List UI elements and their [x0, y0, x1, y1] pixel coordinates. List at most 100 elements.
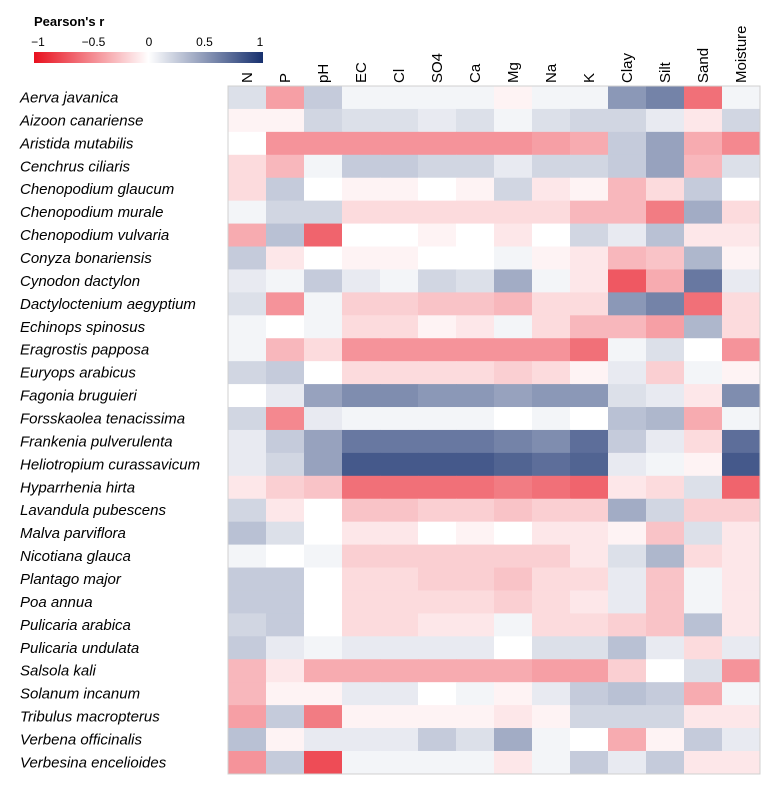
heatmap-cell — [456, 246, 495, 270]
row-label: Frankenia pulverulenta — [20, 433, 173, 450]
column-label: Mg — [505, 62, 522, 83]
row-label: Pulicaria arabica — [20, 617, 131, 634]
heatmap-cell — [532, 108, 571, 133]
heatmap-cell — [646, 544, 685, 569]
heatmap-cell — [684, 705, 723, 729]
row-label: Chenopodium glaucum — [20, 181, 174, 198]
heatmap-cell — [228, 384, 267, 408]
heatmap-cell — [646, 223, 685, 248]
row-label: Hyparrhenia hirta — [20, 479, 135, 496]
heatmap-cell — [570, 246, 609, 270]
heatmap-cell — [266, 705, 305, 729]
heatmap-cell — [608, 429, 647, 454]
heatmap-cell — [342, 108, 381, 133]
heatmap-cell — [684, 750, 723, 775]
heatmap-cell — [266, 108, 305, 133]
heatmap-cell — [342, 728, 381, 752]
heatmap-cell — [608, 659, 647, 683]
heatmap-cell — [646, 407, 685, 431]
heatmap-cell — [456, 292, 495, 316]
heatmap-cell — [570, 407, 609, 431]
heatmap-cell — [570, 498, 609, 523]
heatmap-cell — [532, 636, 571, 660]
heatmap-cell — [494, 613, 533, 637]
heatmap-cell — [456, 338, 495, 362]
heatmap-cell — [608, 108, 647, 133]
heatmap-cell — [722, 86, 761, 110]
heatmap-cell — [684, 315, 723, 339]
heatmap-cell — [228, 613, 267, 637]
heatmap-cell — [342, 498, 381, 523]
heatmap-cell — [342, 429, 381, 454]
heatmap-cell — [342, 315, 381, 339]
heatmap-cell — [494, 269, 533, 293]
heatmap-cell — [418, 544, 457, 569]
heatmap-cell — [418, 452, 457, 477]
heatmap-cell — [228, 407, 267, 431]
heatmap-cell — [228, 429, 267, 454]
heatmap-cell — [266, 384, 305, 408]
heatmap-cell — [456, 521, 495, 546]
heatmap-cell — [304, 384, 343, 408]
row-label: Salsola kali — [20, 663, 97, 680]
row-label: Dactyloctenium aegyptium — [20, 296, 196, 313]
heatmap-cell — [646, 269, 685, 293]
heatmap-cell — [304, 246, 343, 270]
heatmap-cell — [684, 475, 723, 500]
heatmap-cell — [228, 475, 267, 500]
heatmap-cell — [722, 108, 761, 133]
heatmap-cell — [532, 315, 571, 339]
heatmap-cell — [380, 223, 419, 248]
heatmap-cell — [608, 407, 647, 431]
heatmap-cell — [570, 750, 609, 775]
heatmap-cell — [684, 452, 723, 477]
heatmap-cell — [646, 338, 685, 362]
heatmap-cell — [532, 154, 571, 179]
heatmap-cell — [228, 498, 267, 523]
heatmap-cell — [342, 682, 381, 706]
heatmap-cell — [608, 361, 647, 385]
heatmap-cell — [304, 86, 343, 110]
heatmap-cell — [304, 338, 343, 362]
heatmap-cell — [722, 750, 761, 775]
heatmap-cell — [532, 728, 571, 752]
heatmap-cell — [722, 728, 761, 752]
heatmap-cell — [608, 315, 647, 339]
heatmap-cell — [532, 475, 571, 500]
heatmap-cell — [494, 452, 533, 477]
heatmap-cell — [684, 682, 723, 706]
heatmap-cell — [380, 613, 419, 637]
heatmap-cell — [418, 659, 457, 683]
heatmap-cell — [646, 361, 685, 385]
heatmap-cell — [494, 429, 533, 454]
heatmap-cell — [532, 429, 571, 454]
heatmap-cell — [380, 429, 419, 454]
heatmap-cell — [266, 177, 305, 202]
heatmap-cell — [266, 292, 305, 316]
heatmap-cell — [570, 544, 609, 569]
heatmap-cell — [342, 246, 381, 270]
heatmap-cell — [380, 636, 419, 660]
heatmap-cell — [722, 292, 761, 316]
heatmap-cell — [646, 475, 685, 500]
row-label: Conyza bonariensis — [20, 250, 152, 267]
heatmap-cell — [228, 131, 267, 156]
heatmap-cell — [608, 521, 647, 546]
row-label: Solanum incanum — [20, 686, 140, 703]
heatmap-cell — [684, 728, 723, 752]
heatmap-cell — [570, 728, 609, 752]
heatmap-cell — [342, 544, 381, 569]
heatmap-cell — [228, 361, 267, 385]
heatmap-cell — [608, 200, 647, 225]
heatmap-cell — [228, 154, 267, 179]
heatmap-cell — [342, 475, 381, 500]
column-label: N — [239, 72, 256, 83]
row-label: Cynodon dactylon — [20, 273, 140, 290]
heatmap-cell — [570, 659, 609, 683]
heatmap-cell — [380, 361, 419, 385]
heatmap-cell — [418, 338, 457, 362]
heatmap-cell — [684, 154, 723, 179]
heatmap-cell — [342, 338, 381, 362]
row-label: Chenopodium vulvaria — [20, 227, 169, 244]
